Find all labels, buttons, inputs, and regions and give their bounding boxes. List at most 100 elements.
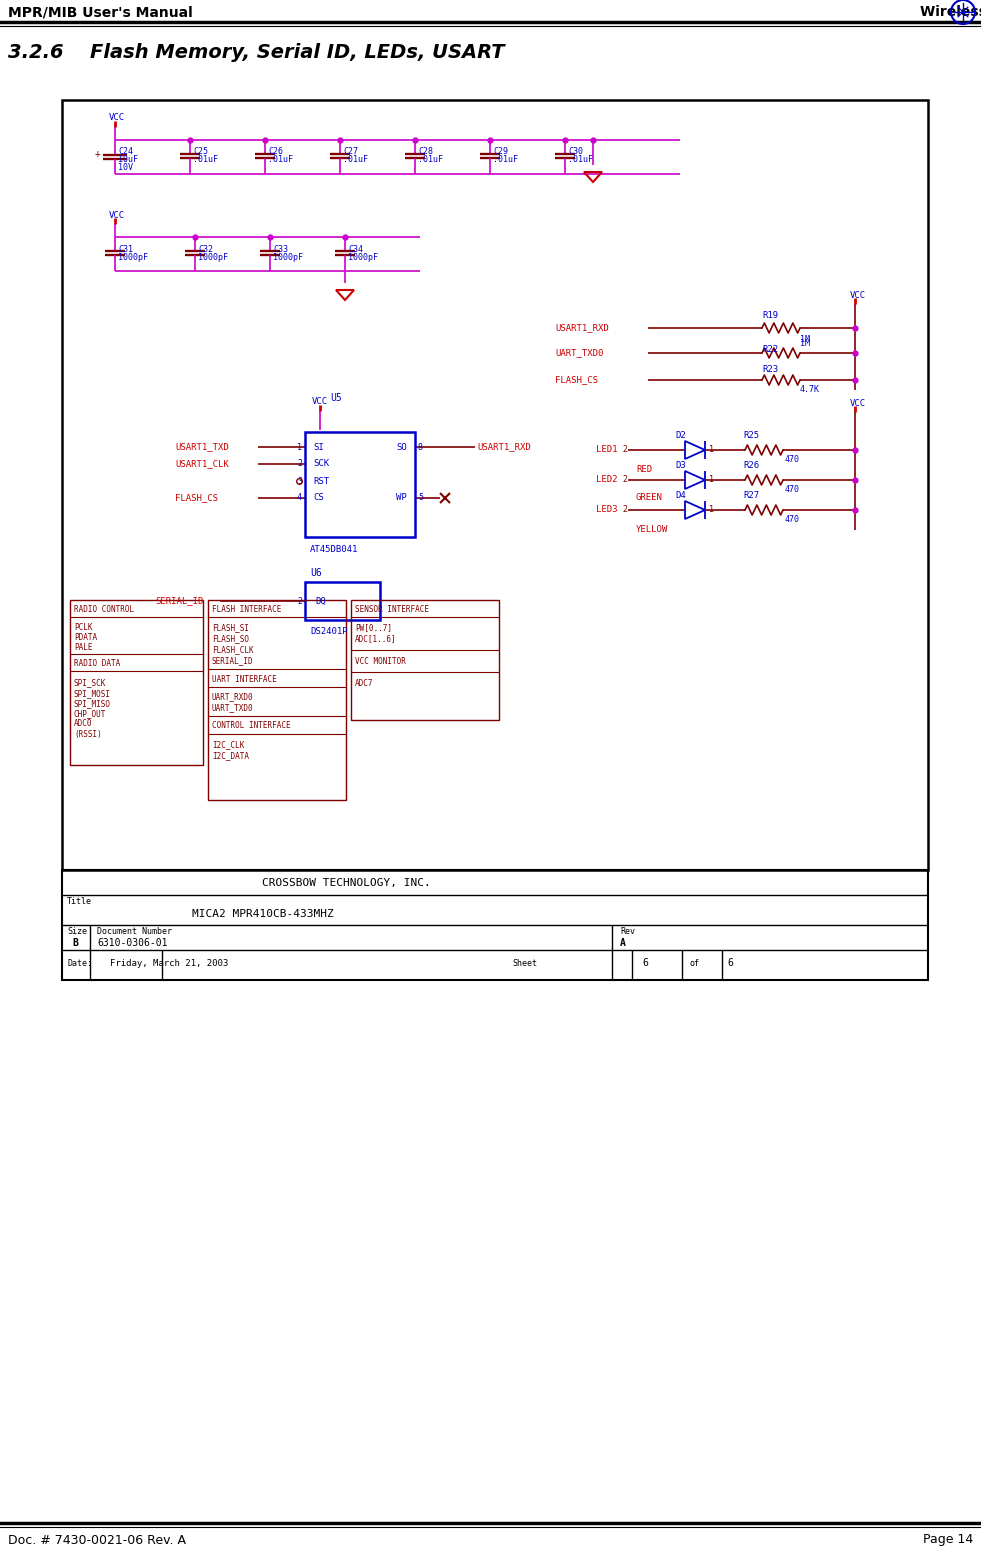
Text: MICA2 MPR410CB-433MHZ: MICA2 MPR410CB-433MHZ xyxy=(192,909,334,919)
Text: C34: C34 xyxy=(348,244,363,253)
Text: UART INTERFACE: UART INTERFACE xyxy=(212,674,277,683)
Text: Date:: Date: xyxy=(67,958,92,968)
Text: 1: 1 xyxy=(709,446,714,455)
Text: CROSSBOW TECHNOLOGY, INC.: CROSSBOW TECHNOLOGY, INC. xyxy=(262,877,431,888)
Text: 2: 2 xyxy=(622,475,627,485)
Text: FLASH_CS: FLASH_CS xyxy=(175,494,218,503)
Text: D4: D4 xyxy=(675,491,686,500)
Text: GREEN: GREEN xyxy=(636,494,663,503)
Text: CS: CS xyxy=(313,494,324,503)
Text: .01uF: .01uF xyxy=(343,155,368,165)
Text: VCC: VCC xyxy=(850,399,866,407)
Text: RADIO CONTROL: RADIO CONTROL xyxy=(74,606,134,615)
Text: R22: R22 xyxy=(762,345,778,354)
Text: 10uF: 10uF xyxy=(118,155,138,165)
Text: RED: RED xyxy=(636,466,652,475)
Text: SERIAL_ID: SERIAL_ID xyxy=(155,596,203,606)
Text: R23: R23 xyxy=(762,365,778,374)
Text: USART1_RXD: USART1_RXD xyxy=(555,323,609,332)
Text: +: + xyxy=(94,149,100,158)
Text: 1: 1 xyxy=(709,475,714,485)
Text: C33: C33 xyxy=(273,244,288,253)
Bar xyxy=(70,599,203,766)
Text: 1000pF: 1000pF xyxy=(118,253,148,262)
Text: .01uF: .01uF xyxy=(568,155,593,165)
Text: 470: 470 xyxy=(785,486,800,494)
Text: 1000pF: 1000pF xyxy=(198,253,228,262)
Text: RADIO DATA: RADIO DATA xyxy=(74,660,121,668)
Text: 5: 5 xyxy=(418,494,423,503)
Text: Wireless Sensor Networks: Wireless Sensor Networks xyxy=(920,5,981,19)
Text: .01uF: .01uF xyxy=(493,155,518,165)
Bar xyxy=(305,582,380,620)
Text: 2: 2 xyxy=(297,596,302,606)
Text: USART1_TXD: USART1_TXD xyxy=(175,443,229,452)
Bar xyxy=(208,599,346,800)
Text: FLASH_CLK: FLASH_CLK xyxy=(212,646,254,654)
Text: USART1_RXD: USART1_RXD xyxy=(477,443,531,452)
Text: Doc. # 7430-0021-06 Rev. A: Doc. # 7430-0021-06 Rev. A xyxy=(8,1533,186,1547)
Text: of: of xyxy=(690,958,700,968)
Text: 4: 4 xyxy=(297,494,302,503)
Text: AT45DB041: AT45DB041 xyxy=(310,545,358,553)
Text: C28: C28 xyxy=(418,148,433,157)
Text: 2: 2 xyxy=(622,446,627,455)
Text: 1000pF: 1000pF xyxy=(348,253,378,262)
Text: PW[0..7]: PW[0..7] xyxy=(355,623,392,632)
Text: 1: 1 xyxy=(297,443,302,452)
Text: C32: C32 xyxy=(198,244,213,253)
Text: PDATA: PDATA xyxy=(74,632,97,641)
Text: SPI_SCK: SPI_SCK xyxy=(74,679,106,688)
Text: SPI_MISO: SPI_MISO xyxy=(74,699,111,708)
Text: ADC7: ADC7 xyxy=(355,679,374,688)
Text: 1M: 1M xyxy=(800,339,810,348)
Text: C27: C27 xyxy=(343,148,358,157)
Text: A: A xyxy=(620,938,626,947)
Text: DQ: DQ xyxy=(315,596,326,606)
Text: B: B xyxy=(72,938,77,947)
Text: 1: 1 xyxy=(709,505,714,514)
Text: YELLOW: YELLOW xyxy=(636,525,668,534)
Text: Title: Title xyxy=(67,896,92,905)
Text: VCC: VCC xyxy=(109,113,126,123)
Text: 6: 6 xyxy=(727,958,733,968)
Text: C26: C26 xyxy=(268,148,283,157)
Text: FLASH_SI: FLASH_SI xyxy=(212,623,249,632)
Text: 470: 470 xyxy=(785,455,800,464)
Text: DS2401P: DS2401P xyxy=(310,627,347,637)
Text: D2: D2 xyxy=(675,432,686,441)
Text: (RSSI): (RSSI) xyxy=(74,730,102,739)
Text: FLASH_CS: FLASH_CS xyxy=(555,376,598,385)
Text: PCLK: PCLK xyxy=(74,623,92,632)
Text: FLASH_SO: FLASH_SO xyxy=(212,635,249,643)
Text: 1M: 1M xyxy=(800,335,810,345)
Text: VCC MONITOR: VCC MONITOR xyxy=(355,657,406,666)
Text: .01uF: .01uF xyxy=(268,155,293,165)
Text: C29: C29 xyxy=(493,148,508,157)
Text: VCC: VCC xyxy=(312,398,328,407)
Text: PALE: PALE xyxy=(74,643,92,652)
Text: LED3: LED3 xyxy=(596,505,617,514)
Text: RST: RST xyxy=(313,477,329,486)
Text: 2: 2 xyxy=(297,460,302,469)
Text: R19: R19 xyxy=(762,312,778,320)
Text: R26: R26 xyxy=(743,461,759,471)
Text: SPI_MOSI: SPI_MOSI xyxy=(74,690,111,699)
Text: VCC: VCC xyxy=(850,290,866,300)
Text: 2: 2 xyxy=(622,505,627,514)
Text: ADC[1..6]: ADC[1..6] xyxy=(355,635,396,643)
Text: 8: 8 xyxy=(418,443,423,452)
Text: Size: Size xyxy=(67,927,87,936)
Text: 6: 6 xyxy=(642,958,647,968)
Text: VCC: VCC xyxy=(109,211,126,219)
Text: U5: U5 xyxy=(330,393,341,402)
Text: I2C_CLK: I2C_CLK xyxy=(212,741,244,750)
Text: LED2: LED2 xyxy=(596,475,617,485)
Text: R27: R27 xyxy=(743,491,759,500)
Text: UART_TXD0: UART_TXD0 xyxy=(212,704,254,713)
Text: Document Number: Document Number xyxy=(97,927,172,936)
Text: Sheet: Sheet xyxy=(512,958,537,968)
Text: .01uF: .01uF xyxy=(193,155,218,165)
Text: ADC0: ADC0 xyxy=(74,719,92,728)
Text: I2C_DATA: I2C_DATA xyxy=(212,752,249,761)
